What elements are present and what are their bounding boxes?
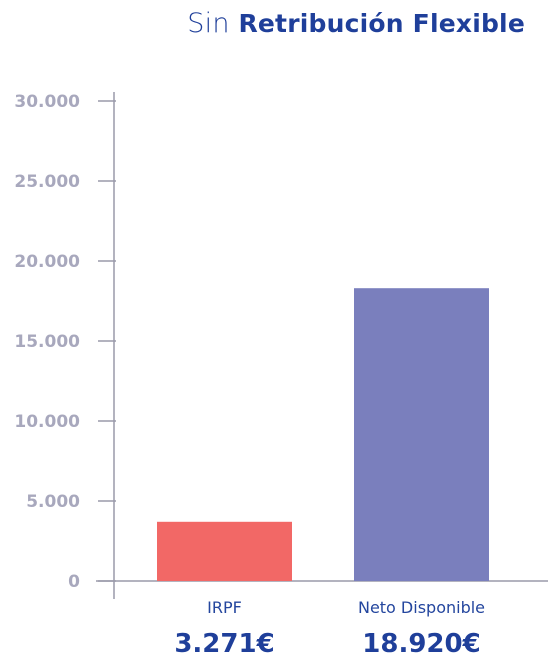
y-tick-label: 10.000 <box>14 412 80 432</box>
y-tick-label: 30.000 <box>14 92 80 112</box>
category-labels: IRPF 3.271€ Neto Disponible 18.920€ <box>174 598 485 659</box>
bar <box>157 521 292 581</box>
value-label: 3.271€ <box>174 629 274 659</box>
category-label: IRPF <box>207 598 242 617</box>
y-axis: 0 5.000 10.000 15.000 20.000 25.000 30.000 <box>14 92 116 599</box>
y-tick-label: 15.000 <box>14 332 80 352</box>
category-label: Neto Disponible <box>358 598 485 617</box>
y-tick-label: 5.000 <box>26 492 80 512</box>
bars <box>157 288 489 581</box>
bar <box>354 288 489 581</box>
value-label: 18.920€ <box>362 629 480 659</box>
y-tick-label: 0 <box>68 572 80 592</box>
chart-title: Sin Retribución Flexible <box>187 8 525 39</box>
y-tick-label: 20.000 <box>14 252 80 272</box>
chart-title-bold: Retribución Flexible <box>238 9 525 38</box>
chart-title-prefix: Sin <box>187 8 230 39</box>
y-tick-label: 25.000 <box>14 172 80 192</box>
